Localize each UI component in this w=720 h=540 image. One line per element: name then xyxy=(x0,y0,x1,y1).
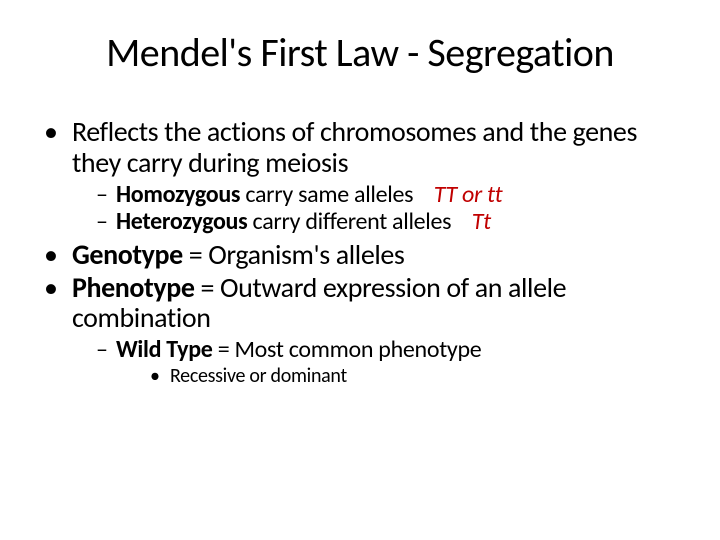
dash-icon: – xyxy=(96,336,108,364)
slide-title: Mendel's First Law - Segregation xyxy=(40,28,680,77)
bullet-text: Phenotype = Outward expression of an all… xyxy=(72,273,680,335)
term-genotype: Genotype xyxy=(72,237,183,272)
bullet-homozygous: – Homozygous carry same alleles TT or tt xyxy=(96,181,680,209)
bullet-rest: carry same alleles xyxy=(240,180,413,209)
bullet-dot-icon: • xyxy=(44,240,58,271)
bullet-dot-icon: • xyxy=(150,364,160,388)
term-homozygous: Homozygous xyxy=(116,180,240,209)
bullet-text: Wild Type = Most common phenotype xyxy=(116,336,482,364)
bullet-rest: = Organism's alleles xyxy=(183,237,405,272)
term-wild-type: Wild Type xyxy=(116,335,213,364)
term-heterozygous: Heterozygous xyxy=(116,207,247,236)
dash-icon: – xyxy=(96,181,108,209)
alleles-tt: TT or tt xyxy=(434,180,503,209)
bullet-heterozygous: – Heterozygous carry different alleles T… xyxy=(96,208,680,236)
bullet-wild-type: – Wild Type = Most common phenotype xyxy=(96,336,680,364)
bullet-phenotype: • Phenotype = Outward expression of an a… xyxy=(44,273,680,335)
term-phenotype: Phenotype xyxy=(72,270,195,305)
bullet-reflects: • Reflects the actions of chromosomes an… xyxy=(44,117,680,179)
alleles-het: Tt xyxy=(472,207,491,236)
bullet-rest: = Most common phenotype xyxy=(213,335,482,364)
bullet-text: Recessive or dominant xyxy=(170,364,347,388)
bullet-text: Homozygous carry same alleles TT or tt xyxy=(116,181,502,209)
bullet-text: Heterozygous carry different alleles Tt xyxy=(116,208,491,236)
bullet-text: Reflects the actions of chromosomes and … xyxy=(72,117,680,179)
dash-icon: – xyxy=(96,208,108,236)
bullet-rest: carry different alleles xyxy=(247,207,451,236)
bullet-text: Genotype = Organism's alleles xyxy=(72,240,405,271)
bullet-recessive-dominant: • Recessive or dominant xyxy=(150,364,680,388)
bullet-dot-icon: • xyxy=(44,117,58,148)
bullet-dot-icon: • xyxy=(44,273,58,304)
bullet-genotype: • Genotype = Organism's alleles xyxy=(44,240,680,271)
